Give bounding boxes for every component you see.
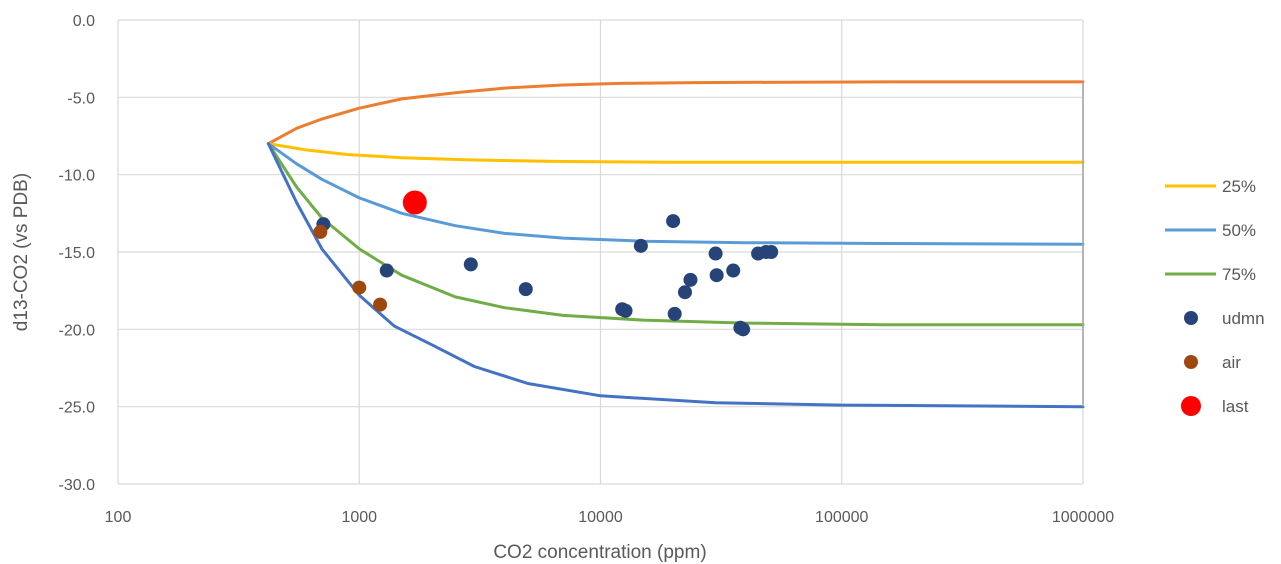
data-point-udmn — [518, 282, 533, 297]
legend-label: 25% — [1222, 177, 1256, 196]
legend-swatch-marker — [1184, 355, 1198, 369]
data-point-udmn — [379, 263, 394, 278]
legend-swatch-marker — [1181, 396, 1201, 416]
legend: 25% 50% 75% udmn air last — [1165, 177, 1265, 416]
model-line — [266, 142, 1085, 246]
data-point-udmn — [764, 245, 779, 259]
x-axis-title: CO2 concentration (ppm) — [493, 542, 706, 563]
x-axis-ticks: 100 1000 10000 100000 1000000 — [105, 509, 1115, 526]
data-point-udmn — [618, 303, 633, 318]
y-tick-label: -5.0 — [67, 90, 95, 107]
data-point-udmn — [633, 238, 648, 253]
legend-label: last — [1222, 397, 1249, 416]
data-point-udmn — [708, 246, 723, 261]
x-tick-label: 10000 — [578, 509, 623, 526]
model-line — [266, 142, 1085, 164]
model-lines — [266, 80, 1085, 409]
x-tick-label: 100000 — [815, 509, 868, 526]
data-point-last — [402, 190, 427, 215]
legend-label: air — [1222, 353, 1241, 372]
y-tick-label: -25.0 — [59, 400, 96, 417]
y-tick-label: -20.0 — [59, 322, 96, 339]
y-tick-label: 0.0 — [73, 13, 95, 30]
y-axis-ticks: 0.0 -5.0 -10.0 -15.0 -20.0 -25.0 -30.0 — [59, 13, 96, 494]
y-tick-label: -30.0 — [59, 477, 96, 494]
x-tick-label: 100 — [105, 509, 132, 526]
data-point-udmn — [463, 257, 478, 272]
legend-label: 75% — [1222, 265, 1256, 284]
x-tick-label: 1000 — [341, 509, 377, 526]
y-tick-label: -15.0 — [59, 245, 96, 262]
data-point-udmn — [667, 306, 682, 321]
data-point-udmn — [666, 214, 681, 229]
legend-label: 50% — [1222, 221, 1256, 240]
data-point-udmn — [709, 268, 724, 283]
data-point-udmn — [683, 272, 698, 287]
data-point-udmn — [736, 322, 751, 337]
data-point-udmn — [677, 285, 692, 300]
data-points — [313, 190, 779, 337]
y-tick-label: -10.0 — [59, 168, 96, 185]
data-point-udmn — [726, 263, 741, 278]
data-point-air — [373, 297, 388, 312]
x-tick-label: 1000000 — [1052, 509, 1114, 526]
data-point-air — [313, 224, 328, 239]
gridlines — [117, 19, 1084, 485]
legend-label: udmn — [1222, 309, 1265, 328]
legend-swatch-marker — [1184, 311, 1198, 325]
model-line — [266, 142, 1085, 409]
model-line — [266, 80, 1085, 146]
y-axis-title: d13-CO2 (vs PDB) — [11, 173, 32, 331]
model-line — [266, 142, 1085, 327]
data-point-air — [352, 280, 367, 295]
